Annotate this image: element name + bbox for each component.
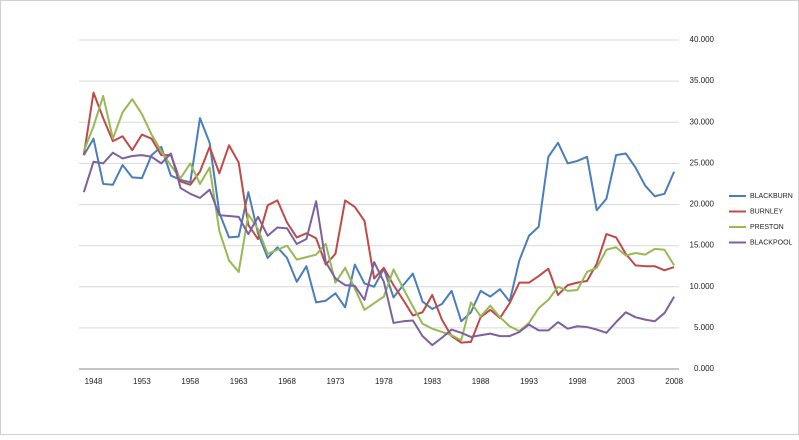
legend-label: PRESTON — [750, 224, 784, 231]
line-series — [82, 117, 676, 323]
y-tick-label: 5.000 — [694, 323, 715, 332]
x-tick-label: 1958 — [181, 377, 199, 386]
x-tick-label: 2003 — [617, 377, 635, 386]
x-tick-label: 1973 — [327, 377, 345, 386]
y-tick-label: 10.000 — [690, 282, 715, 291]
x-tick-label: 1988 — [472, 377, 490, 386]
x-tick-label: 1953 — [133, 377, 151, 386]
y-tick-label: 25.000 — [690, 158, 715, 167]
x-tick-label: 1993 — [520, 377, 538, 386]
x-tick-label: 2008 — [665, 377, 683, 386]
y-tick-label: 0.000 — [694, 364, 715, 373]
x-tick-label: 1998 — [568, 377, 586, 386]
x-tick-label: 1983 — [423, 377, 441, 386]
y-tick-label: 35.000 — [690, 76, 715, 85]
y-tick-label: 30.000 — [690, 117, 715, 126]
y-tick-label: 15.000 — [690, 241, 715, 250]
line-series — [82, 151, 676, 347]
x-tick-label: 1978 — [375, 377, 393, 386]
y-tick-label: 20.000 — [690, 200, 715, 209]
x-tick-label: 1948 — [85, 377, 103, 386]
legend-label: BLACKPOOL — [750, 239, 793, 246]
line-series — [82, 94, 676, 342]
y-tick-label: 40.000 — [690, 35, 715, 44]
x-tick-label: 1968 — [278, 377, 296, 386]
legend-label: BLACKBURN — [750, 193, 793, 200]
legend-label: BURNLEY — [750, 208, 783, 215]
x-tick-label: 1963 — [230, 377, 248, 386]
